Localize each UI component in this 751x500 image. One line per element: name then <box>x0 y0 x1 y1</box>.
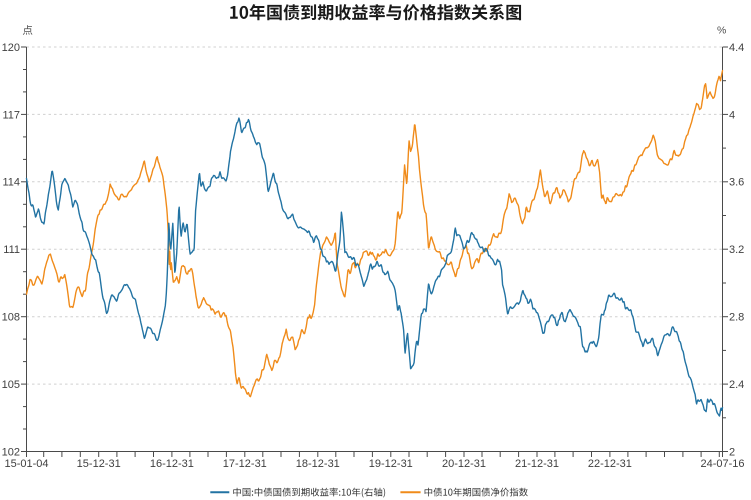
svg-text:111: 111 <box>3 244 20 256</box>
svg-text:4: 4 <box>729 109 735 121</box>
svg-text:120: 120 <box>2 42 20 54</box>
svg-text:114: 114 <box>2 177 20 189</box>
svg-text:16-12-31: 16-12-31 <box>150 458 194 470</box>
svg-text:%: % <box>717 25 726 37</box>
svg-text:3.6: 3.6 <box>729 177 744 189</box>
svg-text:2: 2 <box>729 446 735 458</box>
svg-text:17-12-31: 17-12-31 <box>223 458 267 470</box>
svg-text:15-12-31: 15-12-31 <box>77 458 121 470</box>
svg-text:102: 102 <box>2 446 20 458</box>
svg-text:19-12-31: 19-12-31 <box>369 458 413 470</box>
svg-text:2.8: 2.8 <box>729 312 744 324</box>
svg-text:108: 108 <box>2 312 20 324</box>
svg-text:3.2: 3.2 <box>729 244 744 256</box>
svg-text:24-07-16: 24-07-16 <box>700 458 744 470</box>
svg-text:21-12-31: 21-12-31 <box>515 458 559 470</box>
svg-text:105: 105 <box>2 379 20 391</box>
svg-text:4.4: 4.4 <box>729 42 744 54</box>
svg-text:22-12-31: 22-12-31 <box>588 458 632 470</box>
svg-text:15-01-04: 15-01-04 <box>4 458 48 470</box>
svg-text:2.4: 2.4 <box>729 379 744 391</box>
svg-text:18-12-31: 18-12-31 <box>296 458 340 470</box>
svg-text:20-12-31: 20-12-31 <box>442 458 486 470</box>
svg-text:117: 117 <box>2 109 20 121</box>
